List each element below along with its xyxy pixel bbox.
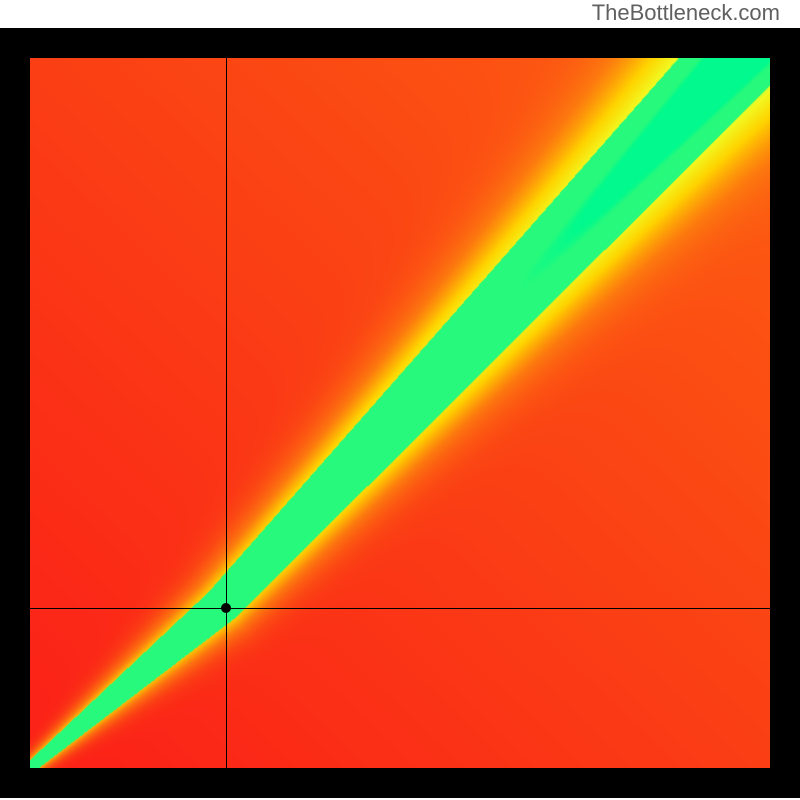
heatmap-plot — [30, 58, 770, 768]
crosshair-horizontal — [30, 608, 770, 609]
heatmap-canvas — [30, 58, 770, 768]
watermark-text: TheBottleneck.com — [592, 0, 780, 26]
crosshair-vertical — [226, 58, 227, 768]
